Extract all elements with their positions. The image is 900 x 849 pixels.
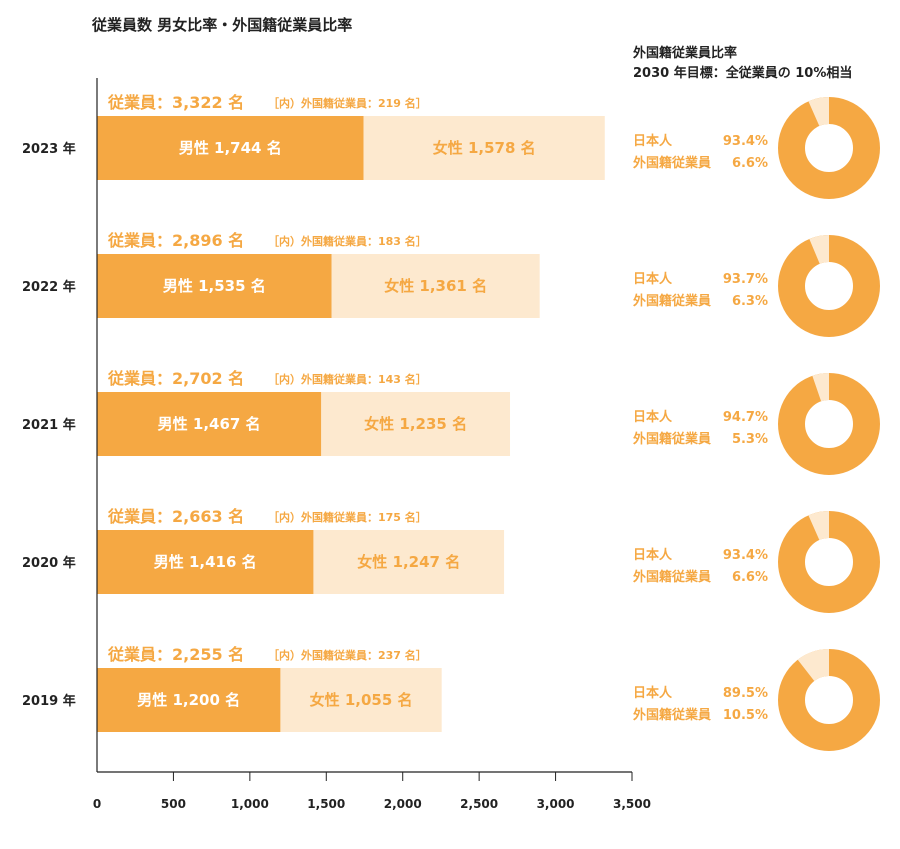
legend-foreign-pct: 6.6%	[732, 156, 768, 171]
donut-foreign	[808, 511, 829, 541]
legend-foreign-pct: 6.3%	[732, 294, 768, 309]
bar-male	[97, 668, 281, 732]
bar-female	[321, 392, 511, 456]
foreign-label: ［内）外国籍従業員：175 名］	[268, 510, 427, 524]
legend-foreign: 外国籍従業員	[632, 293, 711, 309]
foreign-label: ［内）外国籍従業員：143 名］	[268, 372, 427, 386]
foreign-label: ［内）外国籍従業員：219 名］	[268, 96, 427, 110]
x-tick-label: 2,500	[460, 797, 498, 811]
total-label: 従業員：3,322 名	[107, 93, 244, 112]
donuts-group: 日本人 93.4% 外国籍従業員 6.6% 日本人 93.7% 外国籍従業員 6.3% 日本人 9…	[632, 97, 880, 751]
year-label: 2022 年	[22, 279, 76, 295]
legend-foreign-pct: 6.6%	[732, 570, 768, 585]
legend-japanese-pct: 93.4%	[723, 134, 768, 149]
legend-foreign: 外国籍従業員	[632, 569, 711, 585]
x-tick-label: 1,000	[231, 797, 269, 811]
total-label: 従業員：2,896 名	[107, 231, 244, 250]
x-tick-label: 3,000	[537, 797, 575, 811]
legend-japanese-pct: 89.5%	[723, 686, 768, 701]
donut-subtitle: 2030 年目標：全従業員の 10%相当	[633, 65, 852, 81]
total-label: 従業員：2,663 名	[107, 507, 244, 526]
bar-female	[313, 530, 505, 594]
bar-male	[97, 116, 364, 180]
bar-male	[97, 392, 322, 456]
bar-male	[97, 254, 332, 318]
male-label: 男性 1,744 名	[179, 139, 282, 157]
male-label: 男性 1,535 名	[163, 277, 266, 295]
legend-japanese-pct: 94.7%	[723, 410, 768, 425]
foreign-label: ［内）外国籍従業員：237 名］	[268, 648, 427, 662]
bar-male	[97, 530, 314, 594]
x-tick-label: 3,500	[613, 797, 651, 811]
donut-foreign	[808, 97, 829, 127]
legend-japanese: 日本人	[633, 133, 673, 149]
donut-foreign	[809, 235, 829, 264]
legend-foreign: 外国籍従業員	[632, 707, 711, 723]
foreign-label: ［内）外国籍従業員：183 名］	[268, 234, 427, 248]
bar-female	[280, 668, 442, 732]
x-tick-label: 0	[93, 797, 101, 811]
legend-foreign-pct: 10.5%	[723, 708, 768, 723]
donut-foreign	[812, 373, 829, 402]
female-label: 女性 1,361 名	[384, 277, 487, 295]
total-label: 従業員：2,702 名	[107, 369, 244, 388]
legend-foreign: 外国籍従業員	[632, 431, 711, 447]
male-label: 男性 1,200 名	[137, 691, 240, 709]
female-label: 女性 1,578 名	[433, 139, 536, 157]
female-label: 女性 1,235 名	[364, 415, 467, 433]
legend-japanese: 日本人	[633, 547, 673, 563]
x-axis: 0 500 1,000 1,500 2,000 2,500 3,000 3,500	[93, 78, 651, 811]
bar-female	[331, 254, 540, 318]
bars-group: 男性 1,744 名 女性 1,578 名 2023 年 従業員：3,322 名 ［内）…	[22, 93, 605, 732]
legend-foreign: 外国籍従業員	[632, 155, 711, 171]
total-label: 従業員：2,255 名	[107, 645, 244, 664]
x-tick-label: 1,500	[307, 797, 345, 811]
bar-female	[363, 116, 605, 180]
female-label: 女性 1,247 名	[357, 553, 460, 571]
male-label: 男性 1,416 名	[154, 553, 257, 571]
x-tick-label: 500	[161, 797, 186, 811]
year-label: 2019 年	[22, 693, 76, 709]
male-label: 男性 1,467 名	[158, 415, 261, 433]
legend-foreign-pct: 5.3%	[732, 432, 768, 447]
legend-japanese: 日本人	[633, 271, 673, 287]
legend-japanese-pct: 93.4%	[723, 548, 768, 563]
legend-japanese: 日本人	[633, 685, 673, 701]
legend-japanese: 日本人	[633, 409, 673, 425]
year-label: 2023 年	[22, 141, 76, 157]
female-label: 女性 1,055 名	[310, 691, 413, 709]
x-tick-label: 2,000	[384, 797, 422, 811]
chart-title: 従業員数 男女比率・外国籍従業員比率	[91, 16, 352, 34]
year-label: 2020 年	[22, 555, 76, 571]
donut-foreign	[797, 649, 829, 682]
year-label: 2021 年	[22, 417, 76, 433]
donut-title: 外国籍従業員比率	[632, 45, 737, 61]
legend-japanese-pct: 93.7%	[723, 272, 768, 287]
